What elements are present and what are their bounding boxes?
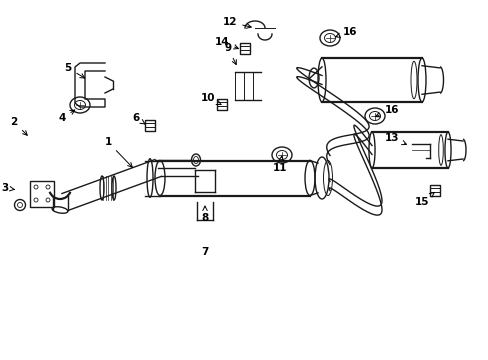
Text: 9: 9 (224, 43, 236, 64)
Text: 3: 3 (1, 183, 15, 193)
Text: 1: 1 (104, 137, 132, 167)
Text: 4: 4 (58, 110, 75, 123)
Text: 2: 2 (10, 117, 27, 135)
Text: 16: 16 (335, 27, 357, 37)
Text: 6: 6 (132, 113, 144, 124)
Text: 13: 13 (384, 133, 406, 145)
Text: 15: 15 (414, 193, 433, 207)
Text: 8: 8 (201, 206, 208, 223)
Text: 14: 14 (214, 37, 238, 49)
Bar (240, 42, 249, 54)
Text: 16: 16 (375, 105, 398, 117)
Text: 10: 10 (201, 93, 221, 104)
Text: 11: 11 (272, 156, 286, 173)
Bar (30, 181, 54, 207)
Text: 12: 12 (223, 17, 251, 28)
Text: 5: 5 (64, 63, 84, 78)
Text: 7: 7 (201, 247, 208, 257)
Bar (217, 99, 226, 109)
Bar (429, 185, 439, 195)
Bar (145, 120, 155, 131)
